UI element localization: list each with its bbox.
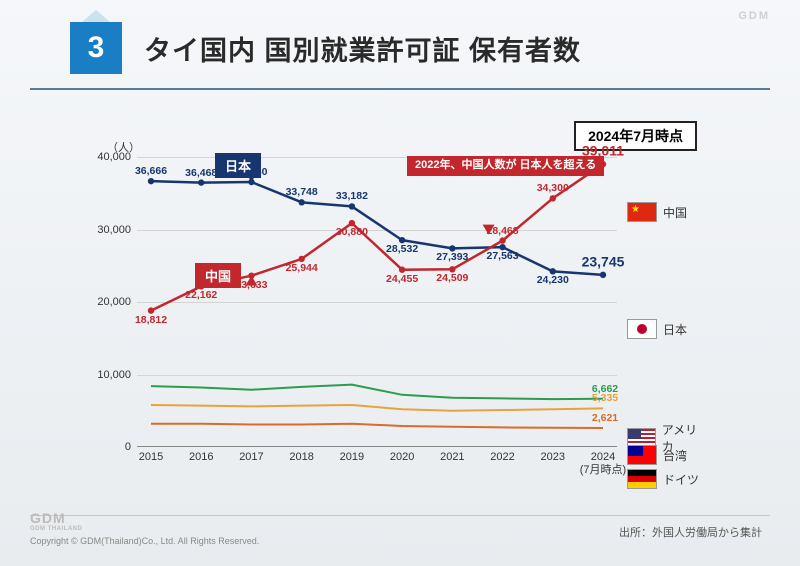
x-tick-label: 2015 bbox=[126, 451, 176, 464]
legend-label: 中国 bbox=[663, 204, 687, 221]
legend-item-germany: ドイツ bbox=[627, 469, 699, 489]
bottom-rule bbox=[30, 515, 770, 516]
value-label: 24,230 bbox=[537, 274, 569, 286]
de-flag-icon bbox=[627, 469, 657, 489]
gdm-logo-bottom: GDMGDM THAILAND bbox=[30, 510, 82, 532]
x-tick-label: 2021 bbox=[427, 451, 477, 464]
x-tick-label: 2022 bbox=[478, 451, 528, 464]
legend-label: 日本 bbox=[663, 321, 687, 338]
value-label: 25,944 bbox=[286, 262, 318, 274]
cn-flag-icon: ★ bbox=[627, 202, 657, 222]
value-label: 28,532 bbox=[386, 243, 418, 255]
value-label: 27,563 bbox=[486, 250, 518, 262]
value-label: 23,745 bbox=[582, 253, 625, 269]
callout-china: 中国 bbox=[195, 263, 241, 288]
value-label: 36,666 bbox=[135, 165, 167, 177]
value-label: 30,880 bbox=[336, 226, 368, 238]
value-label: 24,509 bbox=[436, 272, 468, 284]
y-tick-label: 20,000 bbox=[91, 296, 131, 308]
x-tick-label: 2020 bbox=[377, 451, 427, 464]
x-tick-label: 2016 bbox=[176, 451, 226, 464]
page-title: タイ国内 国別就業許可証 保有者数 bbox=[144, 29, 581, 68]
value-label: 33,748 bbox=[286, 186, 318, 198]
legend-label: 台湾 bbox=[663, 447, 687, 464]
tw-flag-icon bbox=[627, 445, 657, 465]
x-tick-label: 2023 bbox=[528, 451, 578, 464]
y-tick-label: 10,000 bbox=[91, 369, 131, 381]
chart-container: 2024年7月時点 （人） 36,66636,46836,55033,74833… bbox=[95, 115, 707, 495]
y-tick-label: 40,000 bbox=[91, 151, 131, 163]
x-tick-label: 2017 bbox=[226, 451, 276, 464]
value-label: 22,162 bbox=[185, 289, 217, 301]
legend-item-china: ★ 中国 bbox=[627, 202, 687, 222]
section-number-badge: 3 bbox=[70, 22, 122, 74]
source-text: 出所：外国人労働局から集計 bbox=[619, 524, 762, 540]
value-label: 5,335 bbox=[592, 392, 618, 404]
header: 3 タイ国内 国別就業許可証 保有者数 bbox=[30, 0, 770, 90]
line-chart-svg bbox=[137, 157, 617, 447]
callout-crossover: 2022年、中国人数が 日本人を超える bbox=[407, 156, 604, 176]
gdm-logo-top: GDM bbox=[738, 10, 770, 22]
y-tick-label: 30,000 bbox=[91, 224, 131, 236]
plot-area: （人） 36,66636,46836,55033,74833,18228,532… bbox=[137, 157, 617, 447]
x-tick-label: 2024(7月時点) bbox=[578, 451, 628, 476]
value-label: 34,300 bbox=[537, 182, 569, 194]
value-label: 28,468 bbox=[486, 224, 518, 236]
value-label: 24,455 bbox=[386, 273, 418, 285]
copyright: Copyright © GDM(Thailand)Co., Ltd. All R… bbox=[30, 536, 259, 546]
x-tick-label: 2018 bbox=[277, 451, 327, 464]
value-label: 18,812 bbox=[135, 314, 167, 326]
y-tick-label: 0 bbox=[91, 441, 131, 453]
value-label: 33,182 bbox=[336, 190, 368, 202]
jp-flag-icon bbox=[627, 319, 657, 339]
x-tick-label: 2019 bbox=[327, 451, 377, 464]
value-label: 27,393 bbox=[436, 251, 468, 263]
callout-japan: 日本 bbox=[215, 153, 261, 178]
value-label: 2,621 bbox=[592, 412, 618, 424]
legend-item-japan: 日本 bbox=[627, 319, 687, 339]
legend-label: ドイツ bbox=[663, 471, 699, 488]
value-label: 36,468 bbox=[185, 166, 217, 178]
legend-item-taiwan: 台湾 bbox=[627, 445, 687, 465]
